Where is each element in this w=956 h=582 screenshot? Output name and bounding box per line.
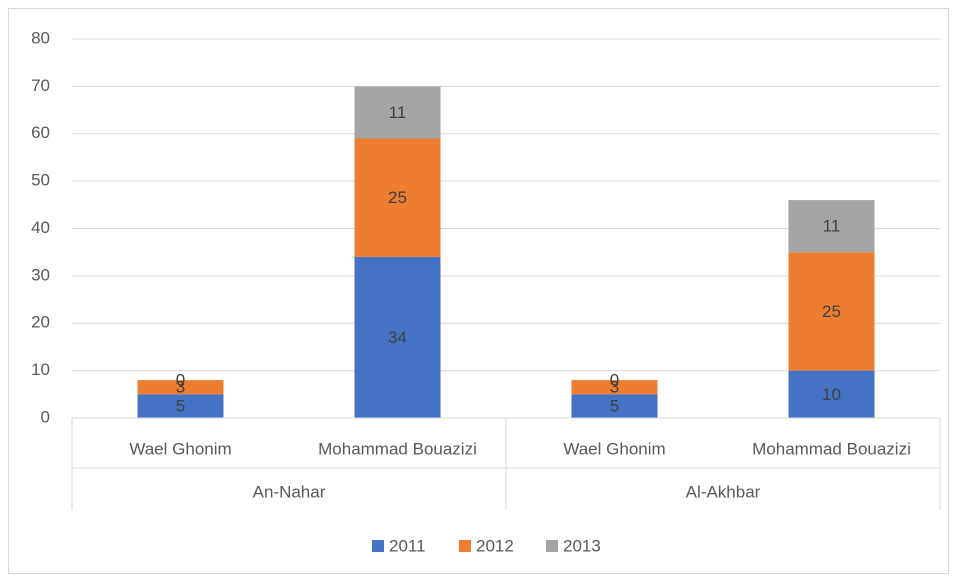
data-label: 0 — [176, 371, 185, 390]
legend-swatch — [546, 540, 558, 552]
bar-segment — [571, 380, 658, 395]
y-tick-label: 30 — [31, 265, 50, 284]
data-label: 34 — [388, 328, 407, 347]
y-tick-label: 60 — [31, 123, 50, 142]
legend-swatch — [459, 540, 471, 552]
group-label: An-Nahar — [253, 482, 326, 501]
y-tick-label: 10 — [31, 360, 50, 379]
y-tick-label: 20 — [31, 313, 50, 332]
data-label: 11 — [389, 103, 407, 122]
data-label: 5 — [176, 397, 185, 416]
bar-segment — [788, 200, 875, 253]
data-label: 3 — [176, 378, 185, 397]
group-label: Al-Akhbar — [686, 482, 761, 501]
data-label: 11 — [823, 217, 841, 236]
legend-label: 2012 — [476, 536, 514, 555]
bar-segment — [354, 138, 441, 257]
x-tick-label: Mohammad Bouazizi — [318, 439, 477, 458]
y-tick-label: 80 — [31, 28, 50, 47]
bar-segment — [354, 86, 441, 139]
bar-segment — [788, 252, 875, 371]
data-label: 10 — [822, 385, 841, 404]
y-tick-label: 50 — [31, 171, 50, 190]
y-tick-label: 0 — [41, 407, 50, 426]
legend-swatch — [372, 540, 384, 552]
x-tick-label: Wael Ghonim — [563, 439, 665, 458]
bar-segment — [571, 394, 658, 418]
bar-segment — [137, 380, 224, 395]
y-tick-label: 40 — [31, 218, 50, 237]
data-label: 25 — [388, 188, 407, 207]
legend-label: 2011 — [389, 536, 426, 555]
bar-segment — [354, 256, 441, 418]
bar-segment — [788, 370, 875, 418]
y-tick-label: 70 — [31, 76, 50, 95]
x-tick-label: Wael Ghonim — [129, 439, 231, 458]
data-label: 3 — [610, 378, 619, 397]
legend-label: 2013 — [563, 536, 601, 555]
data-label: 0 — [610, 371, 619, 390]
x-tick-label: Mohammad Bouazizi — [752, 439, 911, 458]
bar-segment — [137, 394, 224, 418]
data-label: 5 — [610, 397, 619, 416]
data-label: 25 — [822, 302, 841, 321]
